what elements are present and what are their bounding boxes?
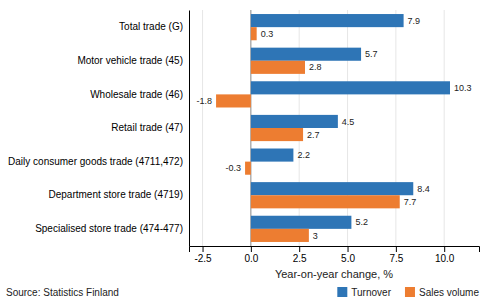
y-axis-line: [189, 11, 190, 247]
data-labels: 5.2 8.4 2.2 4.5 10.3 5.7 7.9 3 7.7 -0.3 2.7 -1.8 2.8…: [197, 16, 472, 241]
x-axis-title: Year-on-year change, %: [275, 268, 393, 280]
data-label: 5.2: [355, 217, 368, 227]
grid-line: [395, 10, 396, 246]
data-label: 8.4: [417, 184, 430, 194]
data-label: 5.7: [365, 49, 378, 59]
y-tick-label: Daily consumer goods trade (4711,472): [8, 156, 183, 167]
data-label: 3: [313, 231, 318, 241]
x-tick-label: 5.0: [341, 253, 355, 264]
x-tick-mark: [444, 246, 445, 252]
y-tick: Daily consumer goods trade (4711,472): [8, 156, 189, 167]
y-tick: Wholesale trade (46): [90, 89, 189, 100]
x-tick-label: 10.0: [435, 253, 455, 264]
x-axis: -2.5 0.0 2.5 5.0 7.5 10.0: [190, 246, 480, 264]
bars: [216, 14, 450, 242]
data-label: -0.3: [226, 163, 242, 173]
bar: [251, 48, 361, 61]
bar: [251, 195, 400, 208]
x-tick-label: 2.5: [293, 253, 307, 264]
x-tick: 5.0: [341, 246, 355, 264]
grid-line: [202, 10, 203, 246]
grid-line: [347, 10, 348, 246]
data-label: 0.3: [261, 29, 274, 39]
x-tick: 2.5: [293, 246, 307, 264]
source-note: Source: Statistics Finland: [6, 287, 119, 298]
data-label: 7.7: [404, 197, 417, 207]
y-tick: Department store trade (4719): [48, 189, 189, 200]
x-tick-mark: [203, 246, 204, 252]
x-tick-label: 0.0: [244, 253, 258, 264]
x-tick-label: 7.5: [389, 253, 403, 264]
bar: [251, 149, 294, 162]
y-tick: Motor vehicle trade (45): [77, 55, 189, 66]
x-tick-label: -2.5: [194, 253, 212, 264]
bar: [251, 128, 303, 141]
legend-item: Sales volume: [405, 287, 479, 298]
y-tick-label: Motor vehicle trade (45): [77, 55, 183, 66]
bar: [216, 94, 251, 107]
bar: [251, 115, 338, 128]
plot-area: 5.2 8.4 2.2 4.5 10.3 5.7 7.9 3 7.7 -0.3 2.7 -1.8 2.8…: [8, 10, 479, 264]
bar: [251, 81, 450, 94]
x-tick-mark: [348, 246, 349, 252]
bar: [251, 61, 305, 74]
bar: [251, 27, 257, 40]
bar: [251, 182, 413, 195]
y-tick-label: Specialised store trade (474-477): [35, 223, 183, 234]
data-label: 2.2: [297, 150, 310, 160]
data-label: 2.7: [307, 130, 320, 140]
bar: [245, 162, 251, 175]
data-label: 4.5: [342, 117, 355, 127]
grid: [203, 10, 445, 246]
x-tick-mark: [299, 246, 300, 252]
legend-item: Turnover: [337, 287, 391, 298]
x-tick: 0.0: [244, 246, 258, 264]
y-tick-label: Total trade (G): [119, 21, 183, 32]
y-tick-label: Wholesale trade (46): [90, 89, 183, 100]
legend-swatch: [337, 287, 347, 297]
y-axis: Specialised store trade (474-477) Departm…: [8, 11, 189, 247]
y-tick: Specialised store trade (474-477): [35, 223, 189, 234]
x-tick: 7.5: [389, 246, 403, 264]
x-tick-mark: [251, 246, 252, 252]
x-axis-line: [190, 247, 480, 253]
bar: [251, 14, 404, 27]
bar: [251, 229, 309, 242]
legend-label: Turnover: [351, 287, 391, 298]
legend: Turnover Sales volume: [337, 287, 479, 298]
legend-label: Sales volume: [419, 287, 479, 298]
x-tick: 10.0: [435, 246, 455, 264]
y-tick: Retail trade (47): [111, 122, 189, 133]
y-tick-label: Department store trade (4719): [48, 189, 183, 200]
data-label: 2.8: [309, 62, 322, 72]
x-tick-mark: [396, 246, 397, 252]
x-tick: -2.5: [194, 246, 212, 264]
chart: 5.2 8.4 2.2 4.5 10.3 5.7 7.9 3 7.7 -0.3 2.7 -1.8 2.8…: [0, 0, 493, 304]
y-tick-label: Retail trade (47): [111, 122, 183, 133]
data-label: -1.8: [197, 96, 213, 106]
data-label: 7.9: [408, 16, 421, 26]
legend-swatch: [405, 287, 415, 297]
bar: [251, 216, 352, 229]
data-label: 10.3: [454, 83, 472, 93]
grid-line: [444, 10, 445, 246]
y-tick: Total trade (G): [119, 21, 189, 32]
